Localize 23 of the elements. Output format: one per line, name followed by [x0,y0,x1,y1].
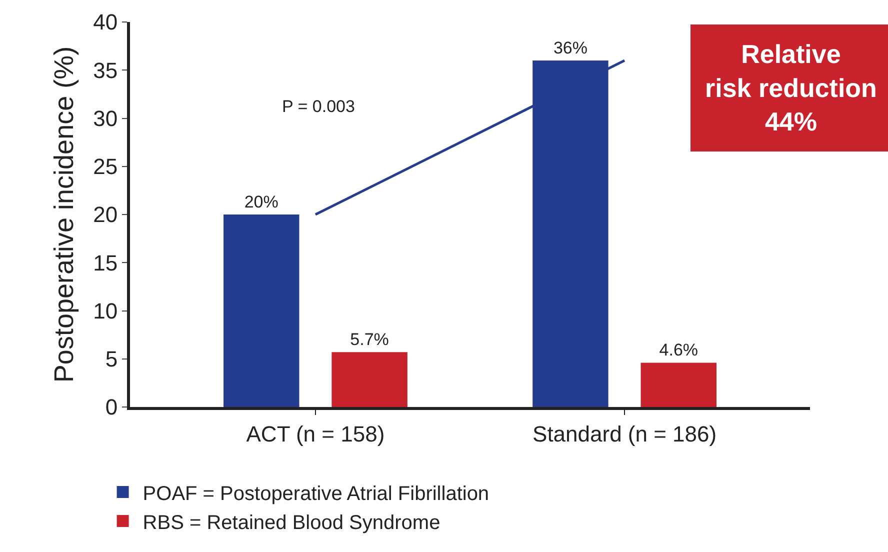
data-label: 4.6% [659,340,698,360]
y-tick-label: 40 [93,10,118,35]
legend-label: RBS = Retained Blood Syndrome [142,512,440,534]
bar [224,214,300,407]
y-tick-label: 0 [105,394,118,420]
bar [640,362,716,407]
data-label: 5.7% [350,330,389,350]
annotation: P = 0.003 [282,97,355,116]
legend-label: POAF = Postoperative Atrial Fibrillation [142,482,490,505]
y-tick-label: 30 [93,106,118,131]
y-tick-label: 10 [93,298,118,324]
y-tick-label: 35 [93,58,118,83]
y-tick-label: 15 [93,250,118,276]
x-tick-label: Standard (n = 186) [532,421,717,446]
bar [332,352,408,407]
y-axis-title: Postoperative incidence (%) [49,46,80,383]
data-label: 36% [553,38,588,58]
y-tick-label: 20 [93,202,118,228]
annotation: Relative risk reduction 44% [705,39,877,137]
x-tick-label: ACT (n = 158) [246,421,385,446]
y-tick-label: 5 [105,346,118,372]
y-tick-label: 25 [93,154,118,180]
data-label: 20% [244,192,278,212]
